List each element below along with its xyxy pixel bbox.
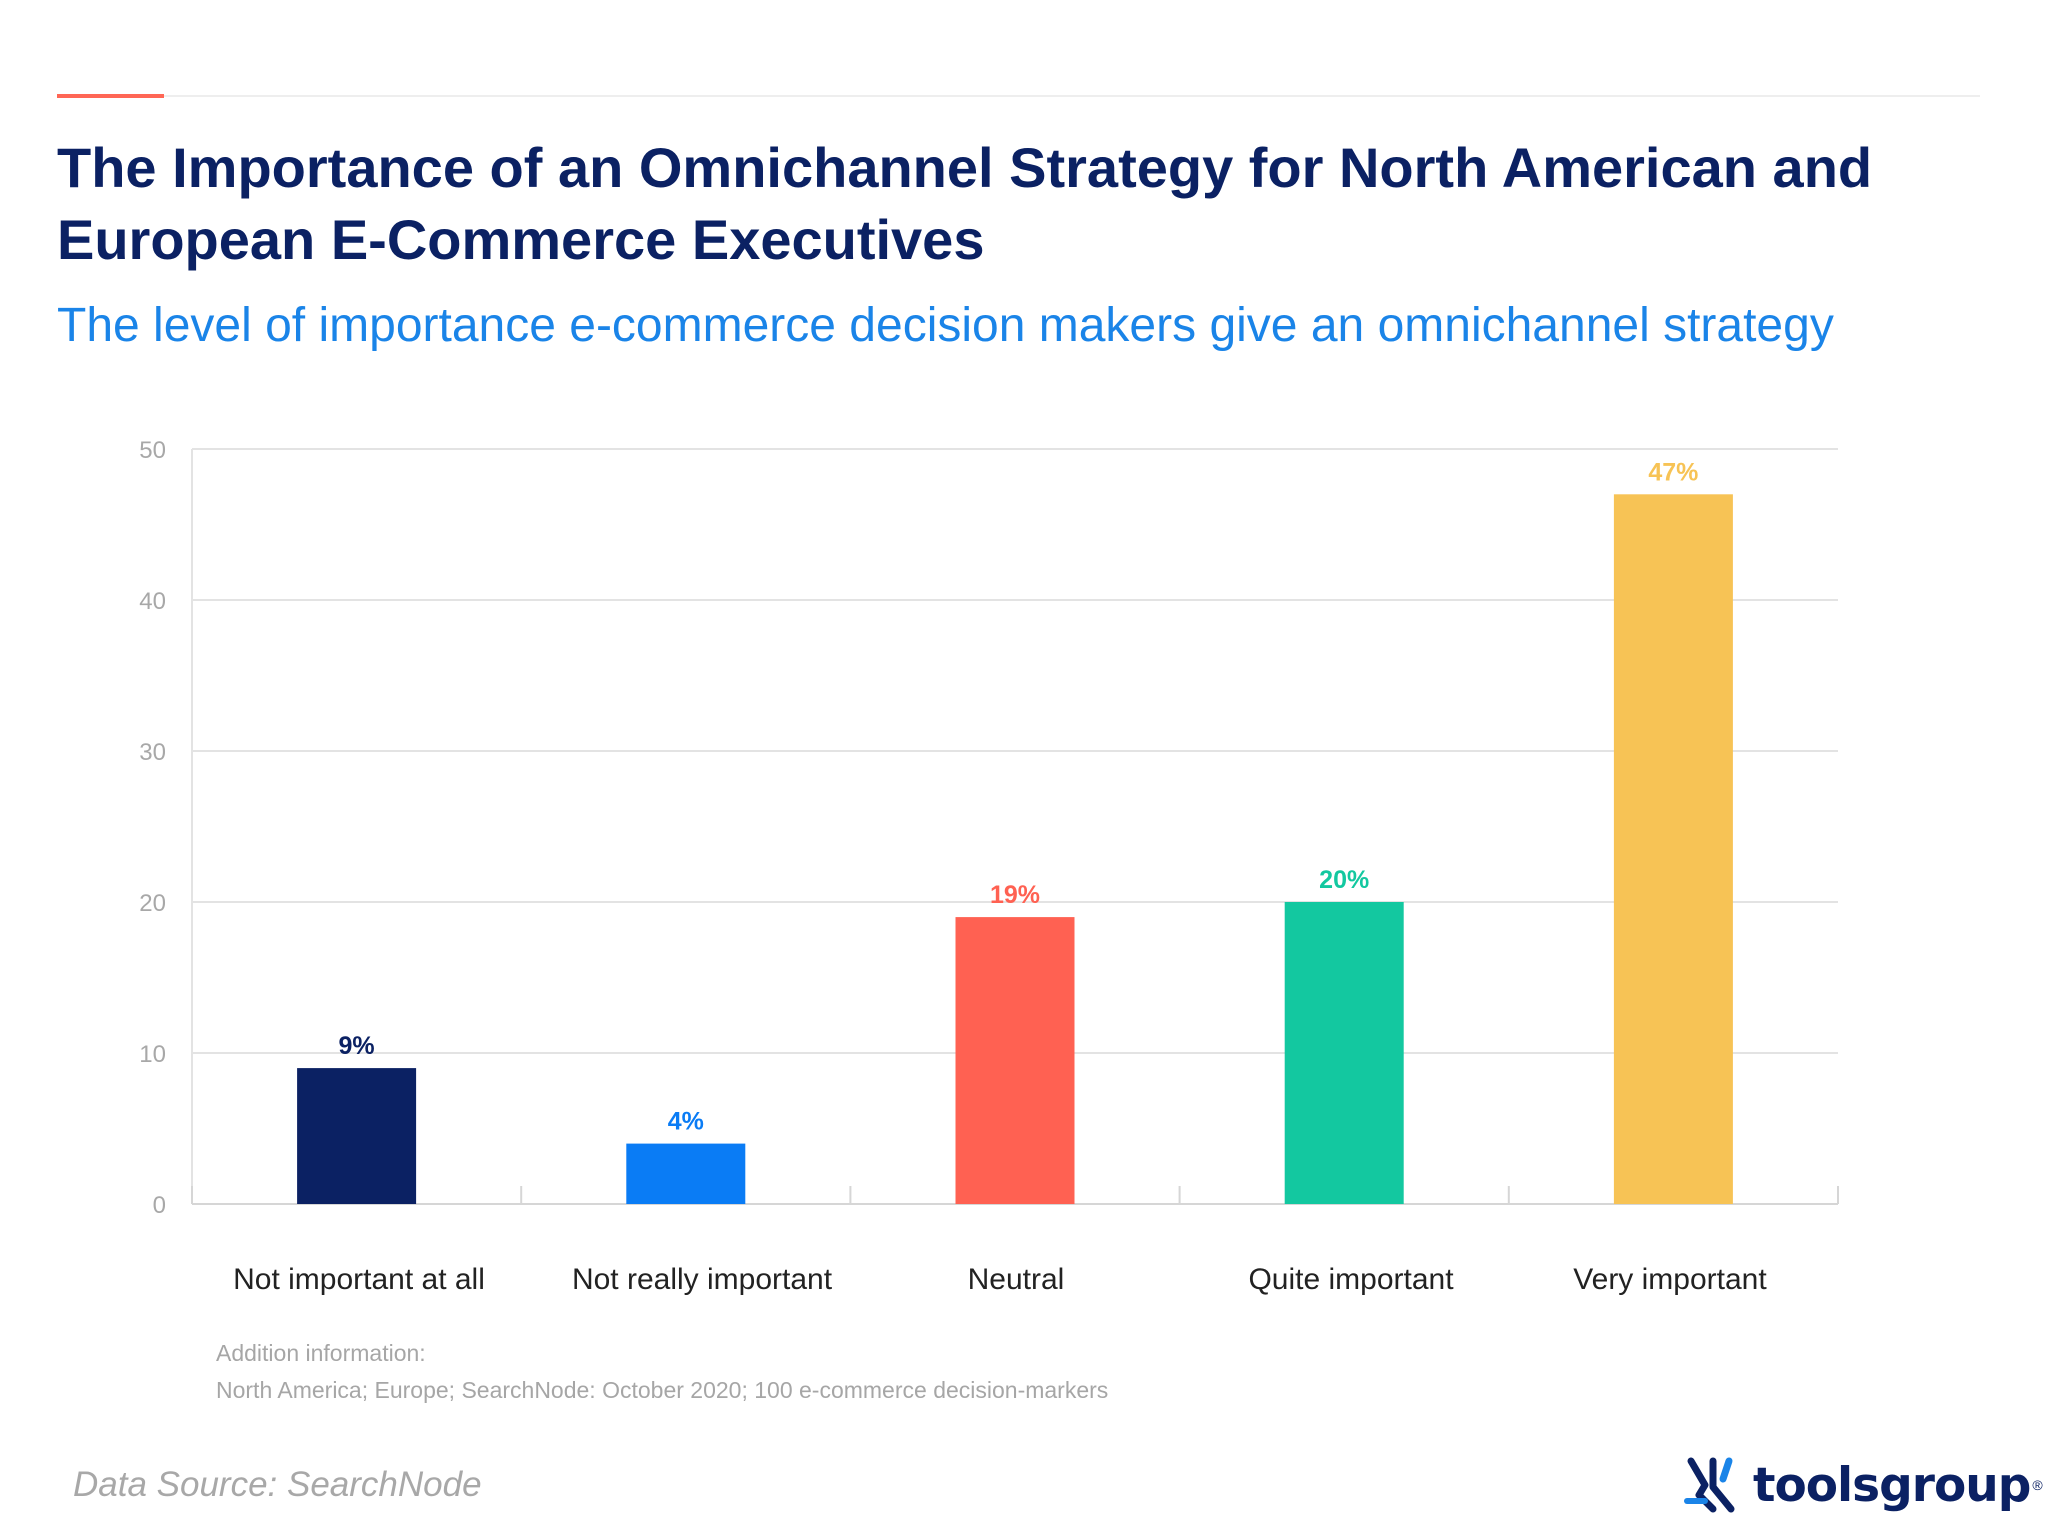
y-tick-label: 0: [153, 1192, 166, 1219]
bar-chart: 0 10 20 30 40 50 9% Not important at all 4% Not r…: [139, 437, 1839, 1296]
data-label: 4%: [668, 1108, 704, 1136]
data-label: 19%: [990, 881, 1040, 909]
x-tick-label: Neutral: [968, 1263, 1065, 1296]
chart-subtitle: The level of importance e-commerce decis…: [57, 299, 1834, 352]
x-tick-label: Not really important: [572, 1263, 833, 1296]
top-accent-bar: [57, 94, 164, 98]
bar: [1284, 902, 1404, 1204]
bar: [297, 1068, 417, 1204]
chart-title: The Importance of an Omnichannel Strateg…: [57, 136, 1873, 271]
y-tick-label: 10: [139, 1041, 166, 1068]
registered-mark-icon: ®: [2032, 1477, 2043, 1493]
x-tick-label: Very important: [1573, 1263, 1767, 1296]
y-tick-label: 30: [139, 739, 166, 766]
x-tick-label: Quite important: [1248, 1263, 1454, 1296]
y-tick-label: 50: [139, 437, 166, 464]
bar: [626, 1143, 746, 1204]
x-tick-label: Not important at all: [233, 1263, 485, 1296]
data-label: 47%: [1648, 458, 1698, 486]
logo-wordmark: toolsgroup: [1753, 1457, 2031, 1513]
bar: [955, 917, 1075, 1204]
toolsgroup-logo-icon: [1684, 1457, 1735, 1513]
data-source: Data Source: SearchNode: [73, 1465, 482, 1504]
toolsgroup-logo: toolsgroup ®: [1683, 1455, 2043, 1515]
data-label: 20%: [1319, 866, 1369, 894]
top-divider: [57, 95, 1980, 97]
y-tick-label: 40: [139, 588, 166, 615]
data-label: 9%: [339, 1032, 375, 1060]
y-tick-label: 20: [139, 890, 166, 917]
notes-label: Addition information:: [216, 1340, 426, 1366]
notes-body: North America; Europe; SearchNode: Octob…: [216, 1377, 1109, 1403]
bar: [1613, 494, 1733, 1204]
